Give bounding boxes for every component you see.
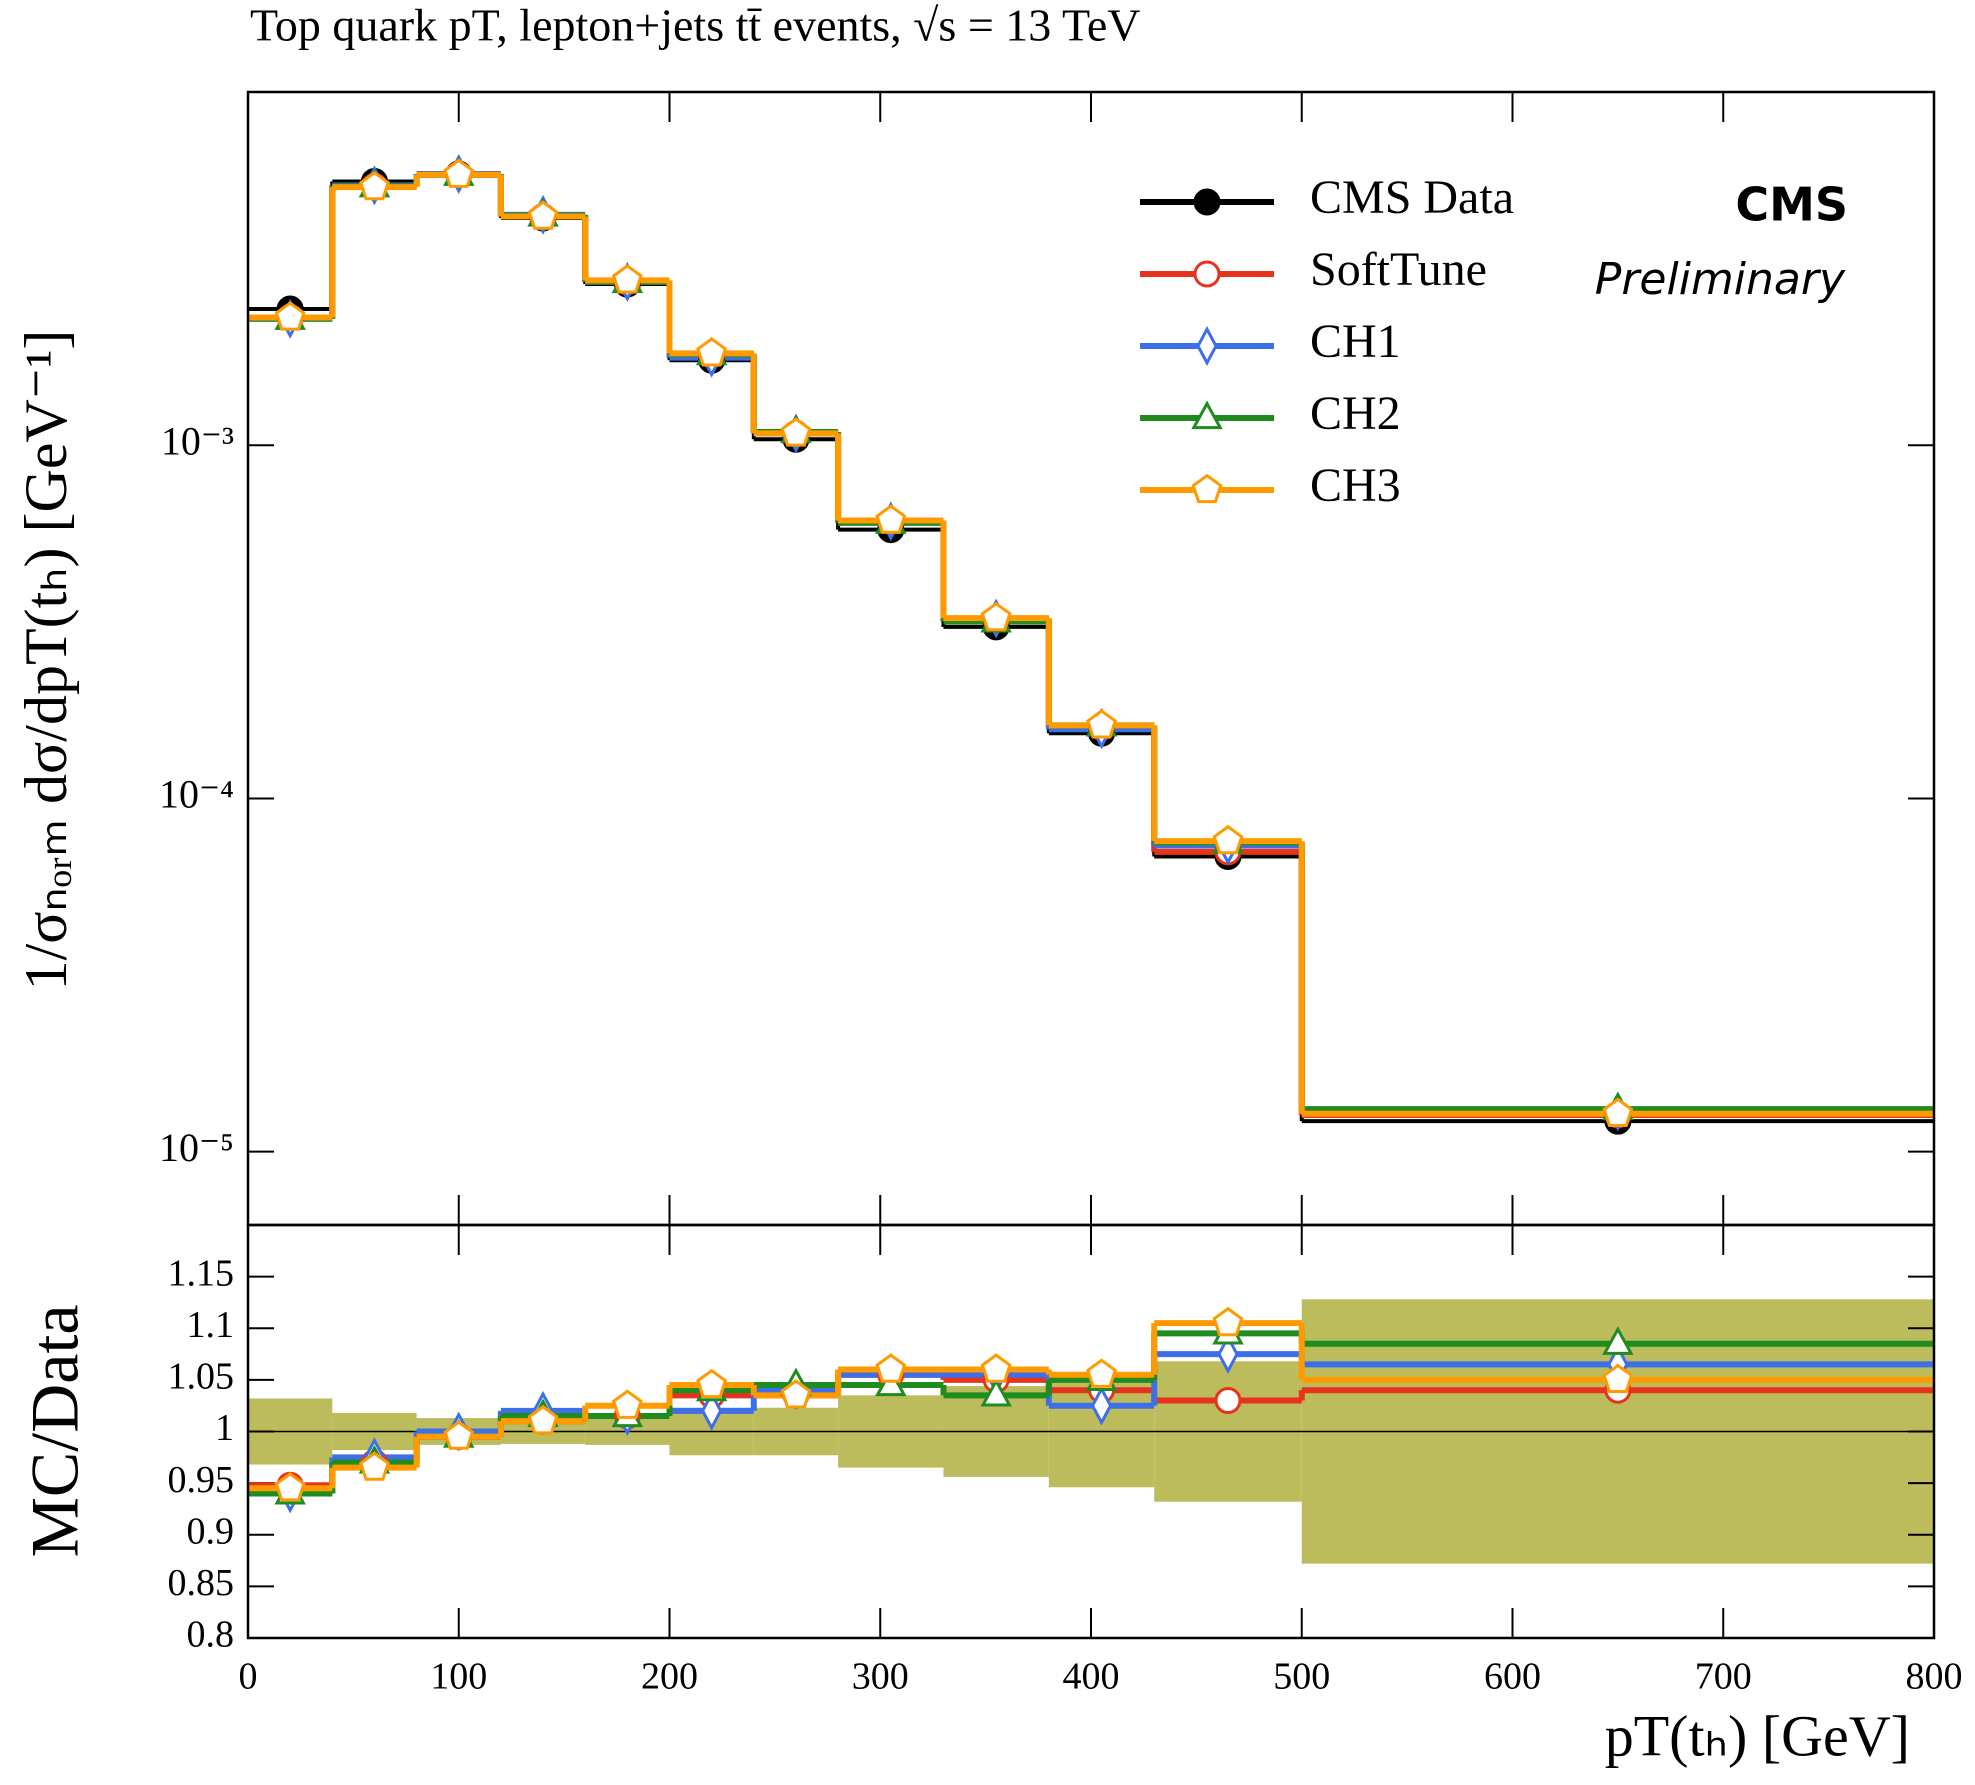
- x-tick-label: 200: [641, 1656, 698, 1698]
- x-axis-label: pT(tₕ) [GeV]: [1605, 1703, 1910, 1768]
- marker: [980, 1353, 1012, 1383]
- y-tick-label: 1: [215, 1407, 234, 1449]
- x-tick-label: 0: [239, 1656, 258, 1698]
- y-tick-label: 0.9: [187, 1510, 235, 1552]
- marker: [527, 1404, 559, 1435]
- legend-label: SoftTune: [1310, 243, 1487, 296]
- cms-label: CMS: [1735, 178, 1848, 232]
- marker: [1602, 1363, 1634, 1394]
- y-axis-label: 1/σₙₒᵣₘ dσ/dpT(tₕ) [GeV⁻¹]: [13, 330, 79, 991]
- marker: [980, 1377, 1012, 1407]
- y-tick-label: 1.15: [168, 1252, 235, 1294]
- legend-marker: [1196, 326, 1218, 366]
- marker: [980, 601, 1012, 632]
- y-tick-label: 0.95: [168, 1459, 235, 1501]
- legend-label: CH2: [1310, 387, 1401, 440]
- y-tick-label: 1.05: [168, 1356, 235, 1398]
- preliminary-label: Preliminary: [1595, 254, 1846, 305]
- marker: [1086, 1358, 1117, 1388]
- legend-label: CMS Data: [1310, 171, 1514, 224]
- marker: [696, 337, 728, 367]
- marker: [780, 1379, 812, 1409]
- marker: [611, 264, 643, 294]
- y-tick-label: 0.8: [187, 1614, 235, 1656]
- y-tick-label: 1.1: [187, 1304, 235, 1346]
- ratio-y-axis-label: MC/Data: [17, 1304, 93, 1557]
- y-tick-label: 10⁻⁵: [159, 1125, 234, 1170]
- marker: [443, 1420, 475, 1450]
- marker: [611, 1389, 643, 1419]
- marker: [358, 170, 390, 201]
- marker: [358, 1451, 390, 1481]
- x-tick-label: 500: [1273, 1656, 1330, 1698]
- marker: [527, 200, 559, 230]
- marker: [274, 301, 306, 331]
- chart-title: Top quark pT, lepton+jets tt̄ events, √s…: [250, 0, 1140, 51]
- legend-marker: [1191, 400, 1223, 430]
- marker: [1212, 1306, 1244, 1337]
- y-tick-label: 10⁻⁴: [159, 772, 234, 817]
- x-tick-label: 700: [1695, 1656, 1752, 1698]
- marker: [443, 158, 475, 188]
- legend-marker: [1193, 260, 1221, 288]
- x-tick-label: 800: [1906, 1656, 1963, 1698]
- marker: [1212, 824, 1244, 855]
- marker: [696, 1368, 728, 1399]
- marker: [700, 1390, 723, 1431]
- legend-marker: [1193, 188, 1221, 216]
- legend-label: CH1: [1310, 315, 1401, 368]
- marker: [1217, 1334, 1239, 1375]
- plot-frame: [246, 1223, 1936, 1640]
- marker: [274, 1472, 306, 1502]
- y-tick-label: 0.85: [168, 1562, 235, 1604]
- y-tick-label: 10⁻³: [161, 418, 234, 463]
- marker: [1602, 1097, 1634, 1127]
- marker: [1602, 1326, 1634, 1355]
- marker: [1086, 709, 1117, 739]
- marker: [780, 417, 812, 447]
- x-tick-label: 100: [430, 1656, 487, 1698]
- marker: [875, 1353, 907, 1383]
- marker: [1214, 1387, 1242, 1415]
- marker: [1090, 1385, 1113, 1426]
- marker: [875, 504, 907, 534]
- x-tick-label: 600: [1484, 1656, 1541, 1698]
- x-tick-label: 400: [1063, 1656, 1120, 1698]
- x-tick-label: 300: [852, 1656, 909, 1698]
- legend-marker: [1191, 473, 1223, 504]
- legend-label: CH3: [1310, 459, 1401, 512]
